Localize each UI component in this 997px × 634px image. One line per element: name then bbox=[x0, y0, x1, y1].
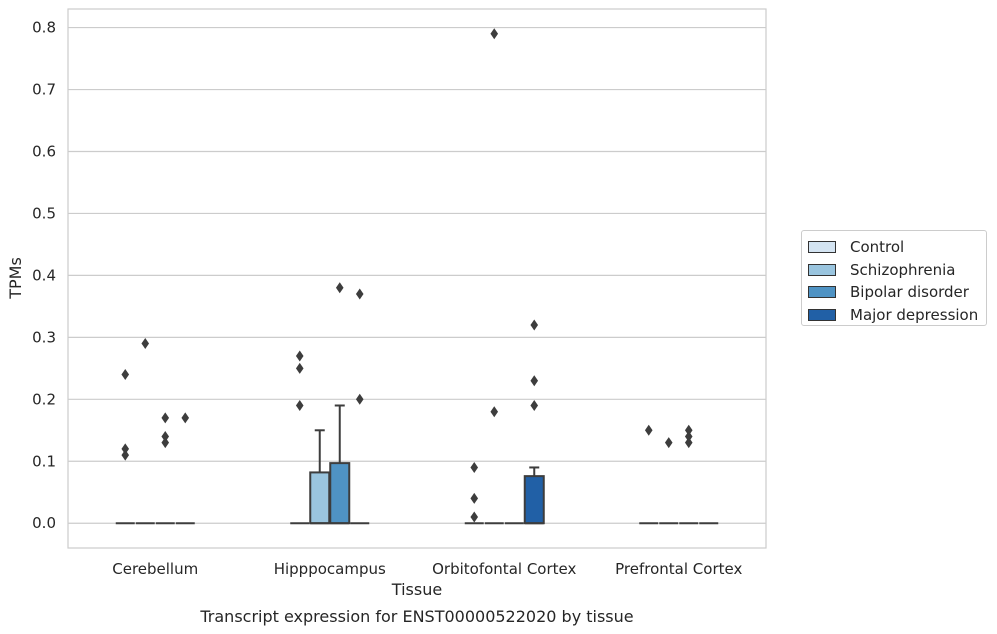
outlier-point bbox=[355, 393, 364, 405]
legend: Control Schizophrenia Bipolar disorder Majo… bbox=[801, 230, 987, 326]
outlier-point bbox=[530, 319, 539, 331]
y-tick-label: 0.4 bbox=[32, 266, 56, 284]
outlier-point bbox=[530, 375, 539, 387]
outlier-point bbox=[684, 437, 693, 449]
outlier-point bbox=[664, 437, 673, 449]
outlier-point bbox=[181, 412, 190, 424]
y-tick-label: 0.5 bbox=[32, 204, 56, 222]
outlier-point bbox=[161, 437, 170, 449]
legend-label: Major depression bbox=[850, 305, 979, 324]
x-axis-label: Tissue bbox=[391, 580, 442, 599]
legend-item: Major depression bbox=[808, 304, 986, 327]
outlier-point bbox=[141, 338, 150, 350]
outlier-point bbox=[295, 350, 304, 362]
x-tick-label: Prefrontal Cortex bbox=[615, 560, 742, 578]
y-tick-label: 0.0 bbox=[32, 514, 56, 532]
y-axis-label: TPMs bbox=[6, 257, 25, 300]
legend-item: Control bbox=[808, 236, 986, 259]
x-tick-labels: Cerebellum Hipppocampus Orbitofontal Corte… bbox=[112, 560, 742, 578]
box bbox=[309, 471, 331, 525]
outlier-point bbox=[490, 406, 499, 418]
legend-swatch bbox=[808, 308, 836, 321]
y-tick-label: 0.2 bbox=[32, 390, 56, 408]
outlier-point bbox=[470, 461, 479, 473]
outliers bbox=[121, 28, 693, 523]
legend-item: Bipolar disorder bbox=[808, 281, 986, 304]
box-group bbox=[523, 466, 545, 525]
outlier-point bbox=[684, 424, 693, 436]
y-tick-label: 0.6 bbox=[32, 142, 56, 160]
legend-label: Control bbox=[850, 238, 905, 257]
y-tick-label: 0.8 bbox=[32, 19, 56, 37]
box-group bbox=[329, 404, 351, 525]
outlier-point bbox=[121, 369, 130, 381]
outlier-point bbox=[490, 28, 499, 40]
x-tick-label: Hipppocampus bbox=[274, 560, 386, 578]
legend-label: Schizophrenia bbox=[850, 260, 956, 279]
legend-swatch bbox=[808, 286, 836, 299]
outlier-point bbox=[684, 430, 693, 442]
box bbox=[523, 475, 545, 525]
y-tick-label: 0.3 bbox=[32, 328, 56, 346]
legend-label: Bipolar disorder bbox=[850, 283, 969, 302]
box bbox=[329, 462, 351, 525]
outlier-point bbox=[530, 400, 539, 412]
outlier-point bbox=[161, 412, 170, 424]
outlier-point bbox=[470, 511, 479, 523]
plot-area bbox=[67, 8, 767, 549]
legend-swatch bbox=[808, 241, 836, 254]
chart-title: Transcript expression for ENST0000052202… bbox=[199, 607, 633, 626]
outlier-point bbox=[470, 492, 479, 504]
y-tick-labels: 0.0 0.1 0.2 0.3 0.4 0.5 0.6 0.7 0.8 bbox=[32, 19, 56, 533]
outlier-point bbox=[161, 430, 170, 442]
outlier-point bbox=[121, 449, 130, 461]
x-tick-label: Cerebellum bbox=[112, 560, 198, 578]
outlier-point bbox=[335, 282, 344, 294]
box-group bbox=[309, 429, 331, 525]
outlier-point bbox=[355, 288, 364, 300]
boxes bbox=[115, 404, 719, 525]
outlier-point bbox=[295, 400, 304, 412]
outlier-point bbox=[295, 362, 304, 374]
y-tick-label: 0.1 bbox=[32, 452, 56, 470]
legend-item: Schizophrenia bbox=[808, 259, 986, 282]
outlier-point bbox=[644, 424, 653, 436]
x-tick-label: Orbitofontal Cortex bbox=[432, 560, 576, 578]
outlier-point bbox=[121, 443, 130, 455]
legend-swatch bbox=[808, 263, 836, 276]
y-tick-label: 0.7 bbox=[32, 81, 56, 99]
